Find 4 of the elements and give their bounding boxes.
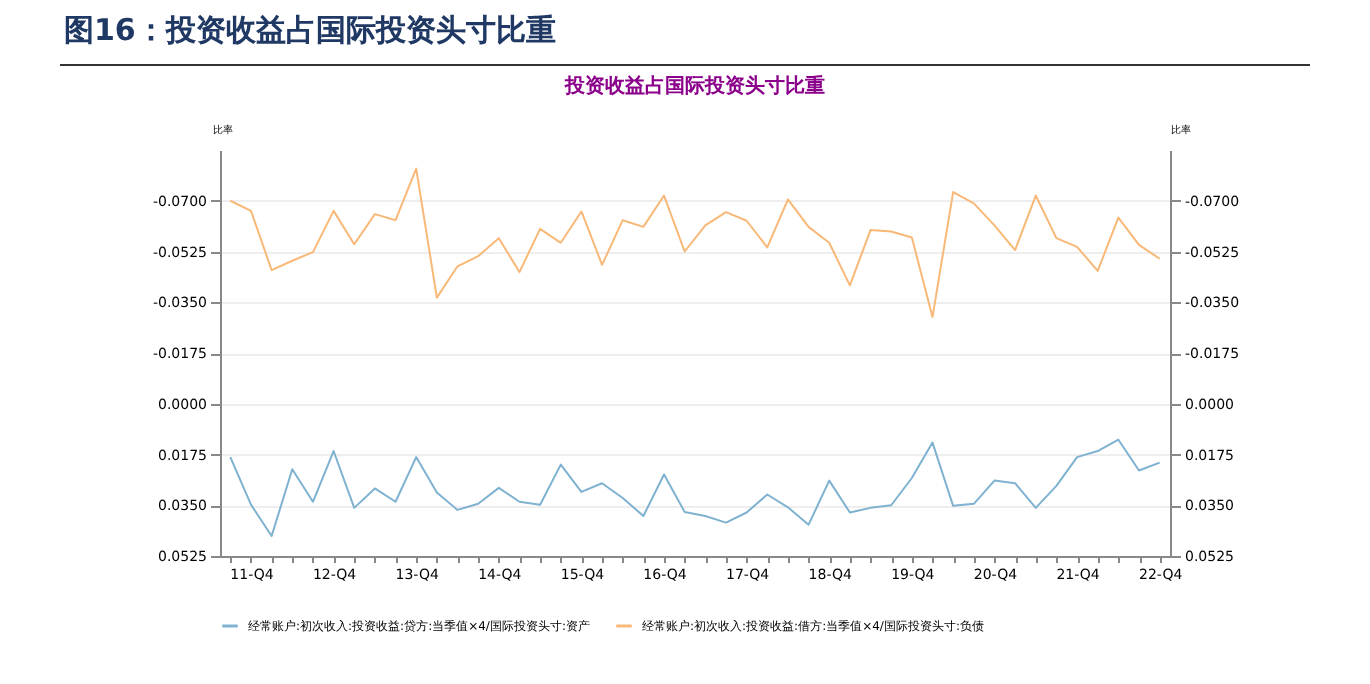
chart-title: 图16：投资收益占国际投资头寸比重 <box>64 12 558 52</box>
line-series <box>229 438 1161 537</box>
line-series <box>229 167 1161 319</box>
chart-subtitle: 投资收益占国际投资头寸比重 <box>563 74 825 98</box>
